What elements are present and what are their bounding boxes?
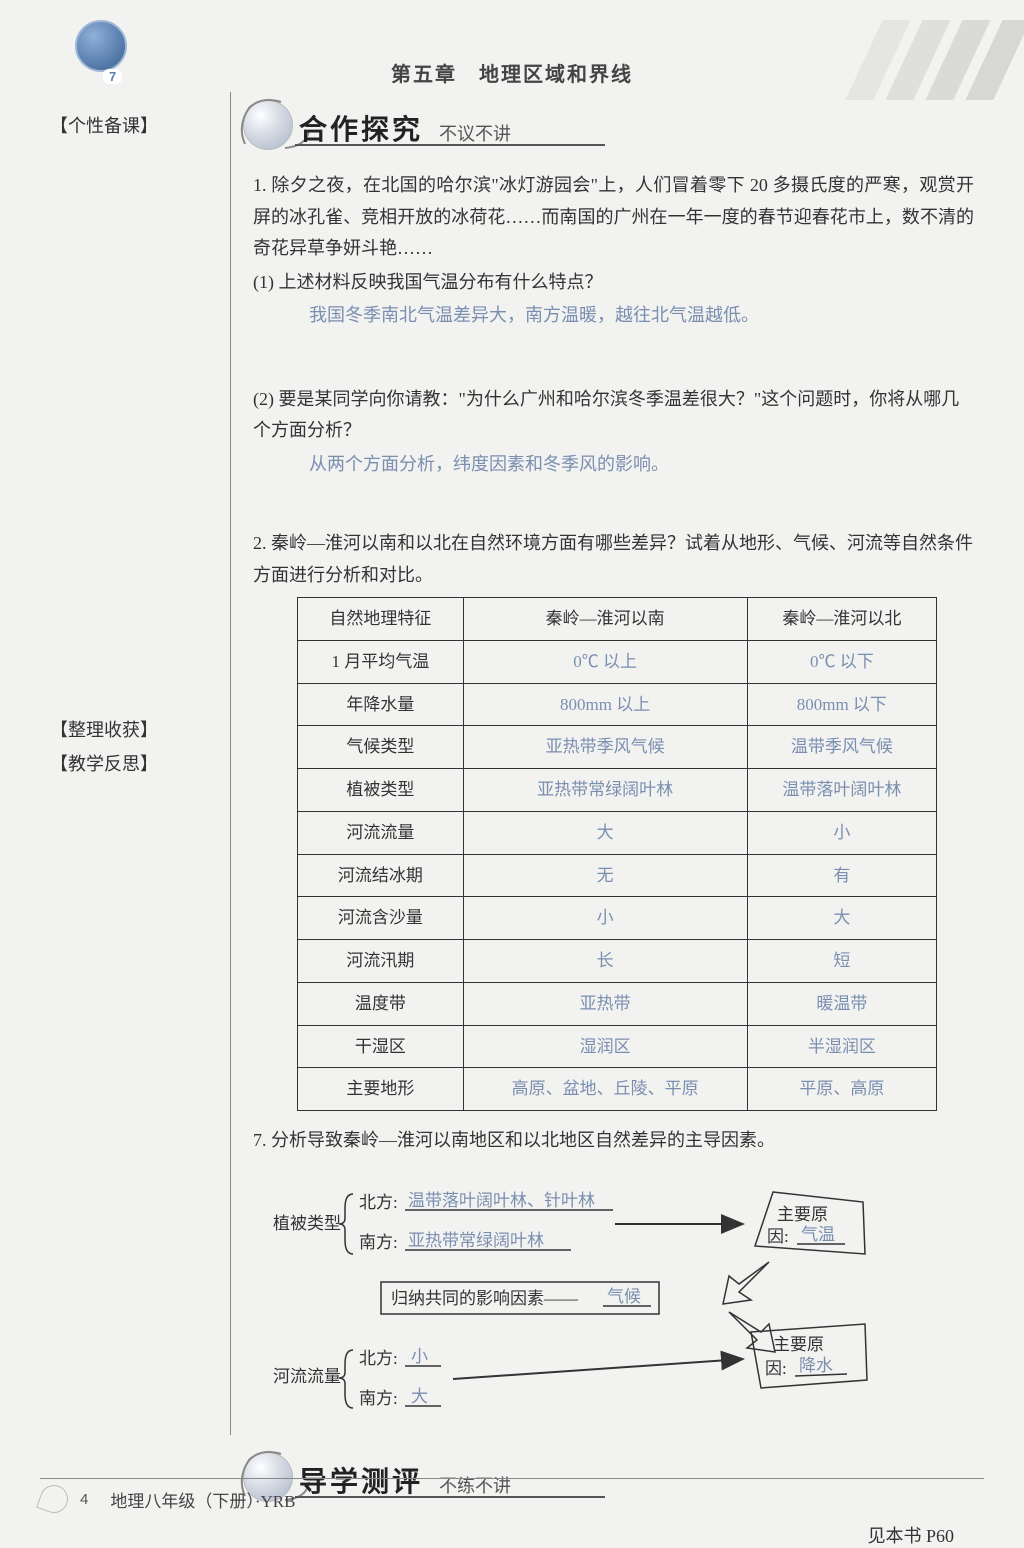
q1-sub1-answer: 我国冬季南北气温差异大，南方温暖，越往北气温越低。 [253, 300, 974, 332]
th-north: 秦岭—淮河以北 [747, 598, 936, 641]
diagram-flow-north-lbl: 北方: [359, 1349, 398, 1368]
row-north: 温带落叶阔叶林 [747, 769, 936, 812]
row-south: 大 [463, 811, 747, 854]
table-row: 河流含沙量小大 [298, 897, 937, 940]
row-label: 1 月平均气温 [298, 640, 464, 683]
row-south: 小 [463, 897, 747, 940]
th-feature: 自然地理特征 [298, 598, 464, 641]
row-label: 干湿区 [298, 1025, 464, 1068]
table-row: 河流结冰期无有 [298, 854, 937, 897]
row-north: 大 [747, 897, 936, 940]
q7-text: 分析导致秦岭—淮河以南地区和以北地区自然差异的主导因素。 [271, 1130, 775, 1150]
q1-text: 除夕之夜，在北国的哈尔滨"冰灯游园会"上，人们冒着零下 20 多摄氏度的严寒，观… [253, 175, 974, 258]
question-2: 2. 秦岭—淮河以南和以北在自然环境方面有哪些差异？试着从地形、气候、河流等自然… [253, 528, 974, 1111]
sidebar-note-gexing: 【个性备课】 [50, 112, 225, 138]
row-label: 主要地形 [298, 1068, 464, 1111]
row-south: 无 [463, 854, 747, 897]
table-row: 河流汛期长短 [298, 940, 937, 983]
row-label: 河流结冰期 [298, 854, 464, 897]
diagram-veg-label: 植被类型 [273, 1214, 341, 1233]
row-south: 亚热带 [463, 982, 747, 1025]
footer-swirl-icon [36, 1481, 72, 1517]
double-arrow-icon [723, 1262, 775, 1352]
diagram-veg-north-lbl: 北方: [359, 1193, 398, 1212]
row-north: 有 [747, 854, 936, 897]
header-decoration-icon [824, 20, 1024, 100]
diagram-flow-label: 河流流量 [273, 1367, 341, 1386]
sidebar-note-fansi: 【教学反思】 [50, 750, 225, 776]
section-title: 合作探究 [299, 108, 423, 148]
diagram-veg-south-ans: 亚热带常绿阔叶林 [408, 1231, 544, 1250]
cause-top-l2: 因: [767, 1227, 789, 1246]
mid-box-ans: 气候 [607, 1287, 641, 1306]
section-subtitle: 不议不讲 [439, 120, 511, 146]
row-north: 温带季风气候 [747, 726, 936, 769]
cause-bot-ans: 降水 [799, 1356, 833, 1375]
table-row: 1 月平均气温0℃ 以上0℃ 以下 [298, 640, 937, 683]
row-south: 亚热带常绿阔叶林 [463, 769, 747, 812]
q2-text: 秦岭—淮河以南和以北在自然环境方面有哪些差异？试着从地形、气候、河流等自然条件方… [253, 533, 973, 585]
row-north: 暖温带 [747, 982, 936, 1025]
factor-diagram: 植被类型 北方: 温带落叶阔叶林、针叶林 南方: 亚热带常绿阔叶林 主要原 因:… [253, 1179, 973, 1439]
page-header: 7 第五章 地理区域和界线 [50, 20, 974, 80]
th-south: 秦岭—淮河以南 [463, 598, 747, 641]
cause-bot-l1: 主要原 [773, 1335, 824, 1354]
row-south: 0℃ 以上 [463, 640, 747, 683]
question-1: 1. 除夕之夜，在北国的哈尔滨"冰灯游园会"上，人们冒着零下 20 多摄氏度的严… [253, 170, 974, 480]
question-7: 7. 分析导致秦岭—淮河以南地区和以北地区自然差异的主导因素。 [253, 1125, 974, 1157]
row-south: 高原、盆地、丘陵、平原 [463, 1068, 747, 1111]
q2-number: 2. [253, 533, 267, 553]
row-label: 年降水量 [298, 683, 464, 726]
q1-sub2-text: 要是某同学向你请教："为什么广州和哈尔滨冬季温差很大？"这个问题时，你将从哪几个… [253, 389, 959, 441]
row-north: 800mm 以下 [747, 683, 936, 726]
q1-sub2-answer: 从两个方面分析，纬度因素和冬季风的影响。 [253, 449, 974, 481]
row-label: 河流含沙量 [298, 897, 464, 940]
mid-box-prefix: 归纳共同的影响因素—— [391, 1289, 579, 1308]
table-row: 温度带亚热带暖温带 [298, 982, 937, 1025]
sidebar: 【个性备课】 【整理收获】 【教学反思】 [50, 92, 225, 1548]
diagram-flow-south-lbl: 南方: [359, 1389, 398, 1408]
diagram-flow-south-ans: 大 [411, 1387, 428, 1406]
footer-page-number: 4 [80, 1491, 88, 1508]
footer-book-title: 地理八年级（下册）·YRB [110, 1487, 295, 1512]
row-north: 平原、高原 [747, 1068, 936, 1111]
table-row: 植被类型亚热带常绿阔叶林温带落叶阔叶林 [298, 769, 937, 812]
diagram-veg-north-ans: 温带落叶阔叶林、针叶林 [408, 1191, 595, 1210]
table-row: 干湿区湿润区半湿润区 [298, 1025, 937, 1068]
comparison-table: 自然地理特征 秦岭—淮河以南 秦岭—淮河以北 1 月平均气温0℃ 以上0℃ 以下… [297, 597, 937, 1111]
cause-top-ans: 气温 [801, 1225, 835, 1244]
table-row: 河流流量大小 [298, 811, 937, 854]
row-north: 半湿润区 [747, 1025, 936, 1068]
cause-top-l1: 主要原 [777, 1205, 828, 1224]
table-row: 气候类型亚热带季风气候温带季风气候 [298, 726, 937, 769]
row-south: 湿润区 [463, 1025, 747, 1068]
page-reference: 见本书 P60 [253, 1522, 954, 1548]
row-label: 气候类型 [298, 726, 464, 769]
row-north: 0℃ 以下 [747, 640, 936, 683]
diagram-veg-south-lbl: 南方: [359, 1233, 398, 1252]
sidebar-note-shouhuo: 【整理收获】 [50, 716, 225, 742]
row-label: 植被类型 [298, 769, 464, 812]
row-north: 短 [747, 940, 936, 983]
row-south: 亚热带季风气候 [463, 726, 747, 769]
q1-sub2-label: (2) [253, 389, 274, 409]
table-row: 年降水量800mm 以上800mm 以下 [298, 683, 937, 726]
row-south: 长 [463, 940, 747, 983]
row-label: 河流汛期 [298, 940, 464, 983]
section-underline [295, 144, 605, 146]
row-north: 小 [747, 811, 936, 854]
row-south: 800mm 以上 [463, 683, 747, 726]
q1-sub1-label: (1) [253, 272, 274, 292]
cause-bot-l2: 因: [765, 1359, 787, 1378]
diagram-flow-north-ans: 小 [411, 1347, 428, 1366]
row-label: 温度带 [298, 982, 464, 1025]
q1-number: 1. [253, 175, 267, 195]
row-label: 河流流量 [298, 811, 464, 854]
q7-number: 7. [253, 1130, 267, 1150]
table-row: 主要地形高原、盆地、丘陵、平原平原、高原 [298, 1068, 937, 1111]
q1-sub1-text: 上述材料反映我国气温分布有什么特点？ [279, 272, 603, 292]
page-footer: 4 地理八年级（下册）·YRB [40, 1478, 984, 1513]
section-header-hezuo: 合作探究 不议不讲 [253, 98, 974, 156]
table-head-row: 自然地理特征 秦岭—淮河以南 秦岭—淮河以北 [298, 598, 937, 641]
